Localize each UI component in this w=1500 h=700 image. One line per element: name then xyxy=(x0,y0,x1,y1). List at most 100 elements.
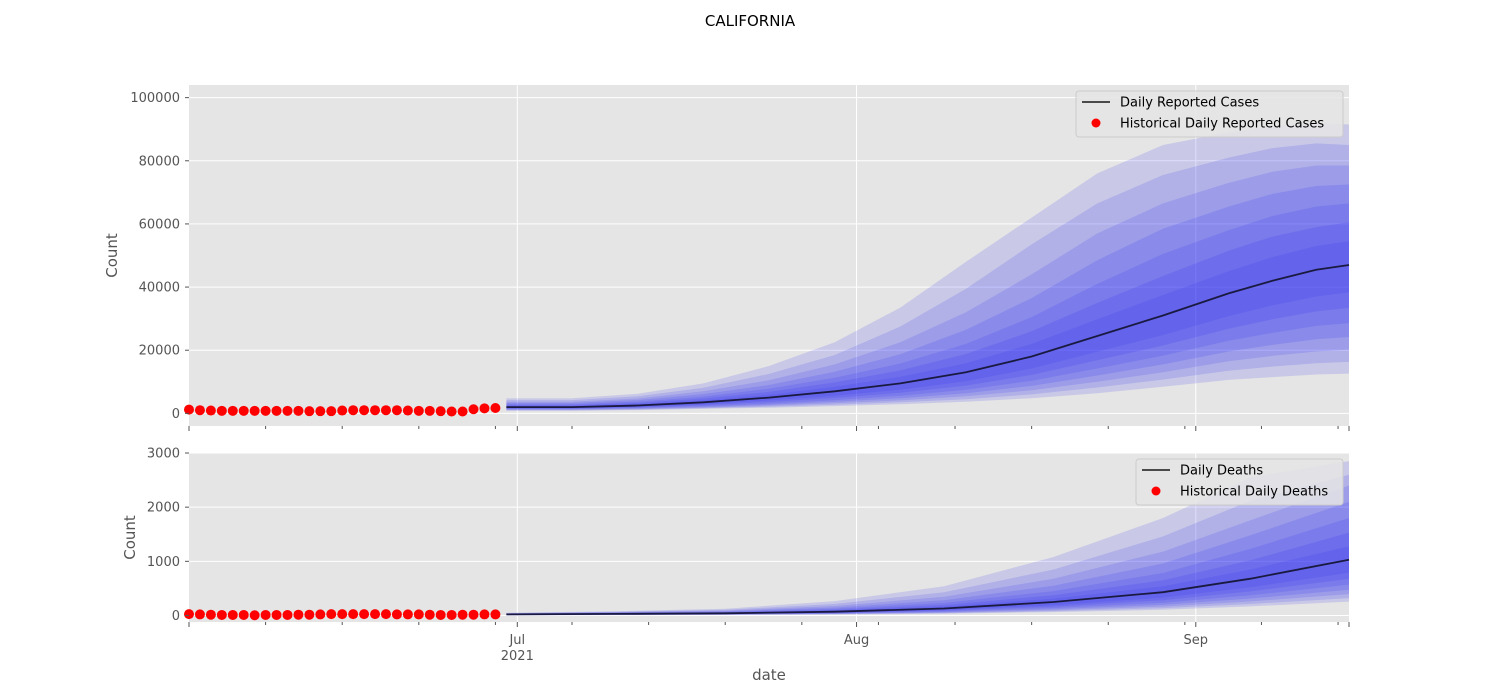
cases-historical-point xyxy=(413,405,424,416)
deaths-forecast-band xyxy=(506,518,1349,615)
figure-title: CALIFORNIA xyxy=(705,12,796,30)
cases-historical-point xyxy=(238,405,249,416)
cases-historical-point xyxy=(446,406,457,417)
deaths-historical-point xyxy=(260,609,271,620)
cases-legend-scatter-swatch xyxy=(1091,118,1101,128)
cases-panel: 0 20000 40000 60000 80000 100000 Count Daily Re… xyxy=(103,85,1350,431)
deaths-forecast-band xyxy=(506,501,1349,616)
deaths-historical-point xyxy=(479,609,490,620)
cases-historical-point xyxy=(370,405,381,416)
cases-historical-point xyxy=(216,405,227,416)
cases-y-tick-label: 0 xyxy=(172,407,180,422)
cases-historical-point xyxy=(326,406,337,417)
deaths-historical-point xyxy=(227,609,238,620)
deaths-historical-point xyxy=(490,609,501,620)
cases-forecast-band xyxy=(506,165,1349,410)
deaths-historical-point xyxy=(282,609,293,620)
deaths-historical-point xyxy=(194,609,205,620)
deaths-y-tick-label: 2000 xyxy=(147,501,180,516)
cases-historical-point xyxy=(479,403,490,414)
deaths-historical-point xyxy=(271,609,282,620)
deaths-historical-point xyxy=(315,609,326,620)
cases-forecast-band xyxy=(506,222,1349,409)
cases-historical-point xyxy=(337,405,348,416)
deaths-forecast-band xyxy=(506,485,1349,616)
cases-historical-point xyxy=(468,404,479,415)
deaths-historical-point xyxy=(337,609,348,620)
cases-historical-point xyxy=(391,405,402,416)
cases-historical-point xyxy=(380,405,391,416)
cases-forecast-median-line xyxy=(506,264,1350,408)
deaths-y-tick-label: 0 xyxy=(172,609,180,624)
deaths-historical-point xyxy=(402,609,413,620)
cases-historical-point xyxy=(282,405,293,416)
cases-forecast-band xyxy=(506,184,1349,410)
cases-historical-point xyxy=(424,405,435,416)
deaths-historical-point xyxy=(205,609,216,620)
cases-historical-point xyxy=(457,406,468,417)
deaths-historical-point xyxy=(424,609,435,620)
cases-historical-point xyxy=(194,405,205,416)
cases-y-axis-label: Count xyxy=(103,233,121,278)
deaths-forecast-band xyxy=(506,546,1349,615)
deaths-historical-point xyxy=(359,609,370,620)
cases-historical-point xyxy=(359,405,370,416)
deaths-y-tick-label: 3000 xyxy=(147,447,180,462)
x-tick-label: Sep xyxy=(1184,633,1209,648)
cases-historical-point xyxy=(348,405,359,416)
deaths-historical-point xyxy=(326,609,337,620)
deaths-legend-box xyxy=(1135,458,1344,506)
cases-legend-label: Historical Daily Reported Cases xyxy=(1120,117,1324,132)
deaths-panel: 0 1000 2000 3000 Count Daily Deaths Historical… xyxy=(121,447,1350,664)
deaths-historical-point xyxy=(380,609,391,620)
cases-y-tick-label: 60000 xyxy=(139,217,180,232)
cases-historical-point xyxy=(205,405,216,416)
deaths-historical-point xyxy=(468,609,479,620)
deaths-historical-point xyxy=(413,609,424,620)
cases-historical-point xyxy=(184,404,194,415)
cases-historical-point xyxy=(315,406,326,417)
deaths-legend-label: Historical Daily Deaths xyxy=(1180,485,1328,500)
deaths-historical-point xyxy=(304,609,315,620)
deaths-y-axis-label: Count xyxy=(121,515,139,560)
cases-historical-point xyxy=(260,405,271,416)
deaths-legend-scatter-swatch xyxy=(1151,486,1161,496)
deaths-legend-label: Daily Deaths xyxy=(1180,464,1263,479)
deaths-historical-point xyxy=(238,609,249,620)
deaths-y-tick-label: 1000 xyxy=(147,555,180,570)
deaths-historical-point xyxy=(184,609,194,620)
cases-plot-area xyxy=(189,85,1349,426)
deaths-historical-point xyxy=(216,609,227,620)
x-axis-label: date xyxy=(752,666,786,684)
deaths-historical-point xyxy=(348,609,359,620)
deaths-historical-point xyxy=(249,610,260,621)
deaths-historical-point xyxy=(370,609,381,620)
cases-historical-point xyxy=(271,405,282,416)
deaths-forecast-median-line xyxy=(506,558,1350,616)
deaths-historical-point xyxy=(293,609,304,620)
cases-historical-point xyxy=(490,403,501,414)
x-tick-label: Aug xyxy=(844,633,869,648)
cases-historical-point xyxy=(293,405,304,416)
cases-historical-point xyxy=(249,405,260,416)
x-tick-year-label: 2021 xyxy=(501,649,534,664)
cases-historical-point xyxy=(304,406,315,417)
cases-forecast-band xyxy=(506,241,1349,408)
cases-historical-point xyxy=(435,406,446,417)
cases-historical-point xyxy=(227,405,238,416)
cases-forecast-band xyxy=(506,122,1349,411)
cases-forecast-band xyxy=(506,143,1349,411)
x-tick-label: Jul xyxy=(508,633,525,648)
deaths-historical-point xyxy=(435,609,446,620)
cases-y-tick-label: 100000 xyxy=(130,91,180,106)
cases-y-tick-label: 20000 xyxy=(139,344,180,359)
cases-legend-box xyxy=(1075,90,1344,138)
cases-y-tick-label: 40000 xyxy=(139,281,180,296)
cases-historical-point xyxy=(402,405,413,416)
cases-forecast-band xyxy=(506,203,1349,409)
cases-y-tick-label: 80000 xyxy=(139,154,180,169)
deaths-historical-point xyxy=(457,609,468,620)
deaths-historical-point xyxy=(446,609,457,620)
deaths-forecast-band xyxy=(506,461,1349,616)
